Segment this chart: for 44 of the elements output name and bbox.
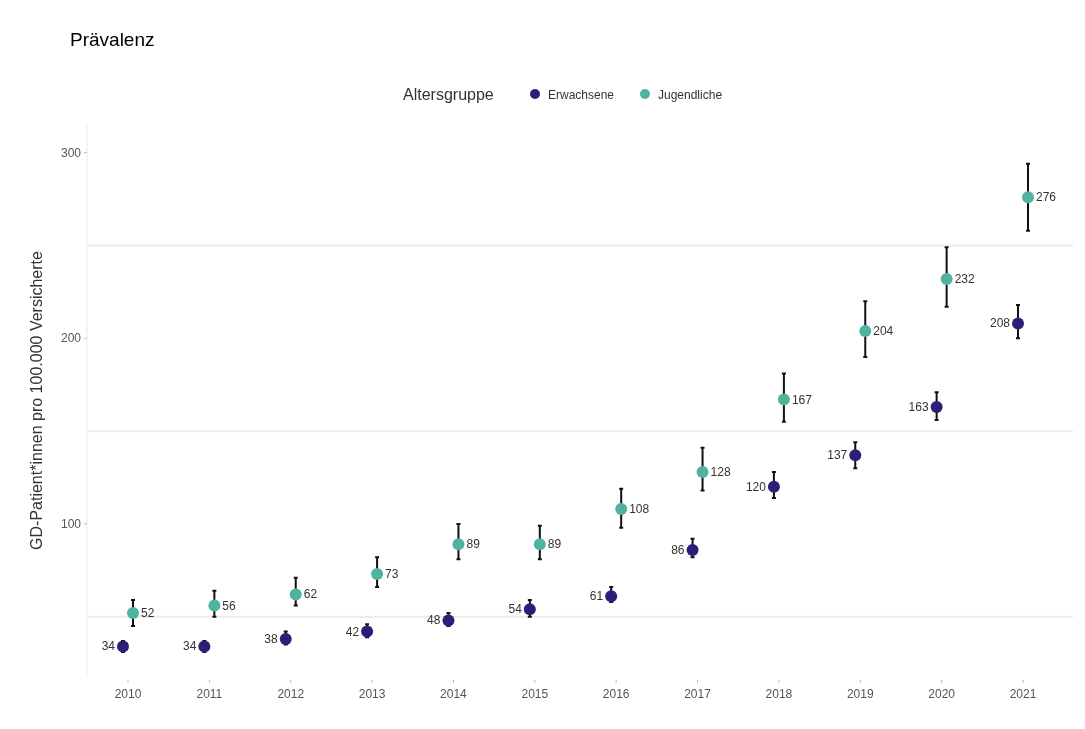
data-label: 86 — [671, 542, 685, 557]
x-tick-label: 2021 — [1009, 687, 1037, 701]
y-tick-label: 200 — [60, 331, 82, 346]
x-tick-label: 2017 — [684, 687, 712, 701]
x-tick-label: 2014 — [440, 687, 468, 701]
data-label: 163 — [908, 400, 929, 414]
data-label: 48 — [427, 613, 441, 628]
x-tick-label: 2020 — [928, 687, 956, 701]
data-label: 276 — [1036, 190, 1057, 205]
data-label: 62 — [303, 587, 318, 602]
data-label: 120 — [745, 479, 767, 494]
x-tick-label: 2015 — [521, 687, 549, 701]
data-label: 89 — [547, 537, 562, 552]
y-tick-label: 100 — [60, 516, 82, 531]
data-label: 61 — [589, 589, 604, 604]
y-tick-label: 300 — [60, 145, 82, 160]
data-label: 34 — [183, 639, 197, 654]
data-label: 167 — [791, 392, 813, 407]
legend-label: Erwachsene — [548, 88, 615, 102]
data-label: 34 — [101, 639, 116, 654]
data-label: 54 — [508, 602, 523, 617]
data-label: 52 — [141, 606, 155, 621]
data-label: 42 — [345, 624, 360, 639]
x-tick-label: 2019 — [846, 687, 874, 701]
x-tick-label: 2010 — [114, 687, 142, 701]
legend-label: Jugendliche — [658, 88, 723, 102]
data-label: 137 — [827, 448, 848, 463]
data-label: 232 — [954, 271, 975, 286]
data-label: 128 — [710, 464, 731, 479]
y-axis-title: GD-Patient*innen pro 100.000 Versicherte — [28, 250, 45, 550]
data-label: 89 — [466, 537, 481, 552]
data-label: 73 — [385, 567, 399, 582]
data-label: 208 — [989, 316, 1011, 331]
data-label: 56 — [222, 598, 237, 613]
x-tick-label: 2018 — [765, 687, 793, 701]
x-tick-label: 2016 — [602, 687, 630, 701]
x-tick-label: 2011 — [196, 687, 223, 701]
data-label: 38 — [264, 632, 279, 647]
chart-title: Prävalenz — [70, 29, 155, 50]
data-label: 204 — [873, 323, 894, 338]
x-tick-label: 2012 — [277, 687, 305, 701]
data-label: 108 — [629, 502, 650, 517]
x-tick-label: 2013 — [358, 687, 386, 701]
legend-title: Altersgruppe — [403, 86, 494, 103]
